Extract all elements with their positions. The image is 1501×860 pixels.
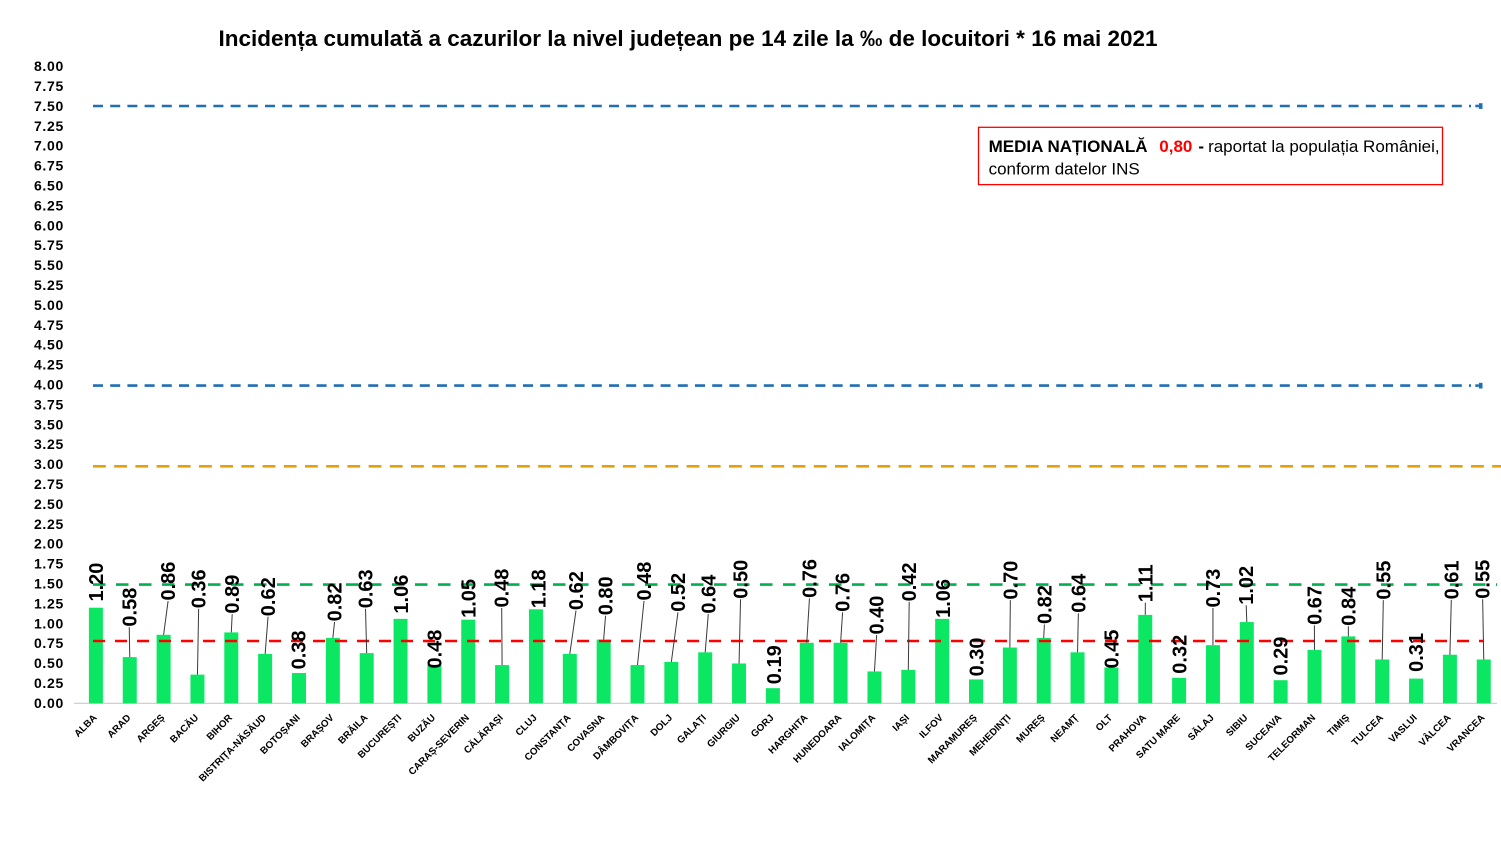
svg-text:0.80: 0.80 xyxy=(596,576,618,615)
svg-text:0.82: 0.82 xyxy=(325,582,347,621)
svg-text:0.36: 0.36 xyxy=(189,569,211,608)
svg-text:0.76: 0.76 xyxy=(799,559,821,598)
svg-text:conform datelor INS: conform datelor INS xyxy=(989,160,1140,179)
svg-text:0.89: 0.89 xyxy=(222,575,244,614)
svg-text:0.52: 0.52 xyxy=(668,573,690,612)
svg-text:0.30: 0.30 xyxy=(966,637,988,676)
svg-text:4.00: 4.00 xyxy=(34,377,64,393)
svg-text:1.06: 1.06 xyxy=(391,575,413,614)
svg-text:0.55: 0.55 xyxy=(1473,560,1495,599)
svg-text:5.25: 5.25 xyxy=(34,277,64,293)
svg-text:7.50: 7.50 xyxy=(34,98,64,114)
svg-text:0.38: 0.38 xyxy=(288,630,310,669)
svg-text:0.55: 0.55 xyxy=(1373,561,1395,600)
svg-text:Incidența cumulată a cazurilor: Incidența cumulată a cazurilor la nivel … xyxy=(218,26,1157,51)
svg-text:0.82: 0.82 xyxy=(1034,585,1056,624)
svg-text:0.25: 0.25 xyxy=(34,675,64,691)
svg-text:1.00: 1.00 xyxy=(34,615,64,631)
svg-text:0.62: 0.62 xyxy=(566,571,588,610)
svg-text:0.62: 0.62 xyxy=(258,577,280,616)
svg-text:6.75: 6.75 xyxy=(34,158,64,174)
svg-text:4.50: 4.50 xyxy=(34,337,64,353)
svg-text:1.20: 1.20 xyxy=(86,563,108,602)
svg-text:3.50: 3.50 xyxy=(34,416,64,432)
svg-text:0.61: 0.61 xyxy=(1441,560,1463,599)
svg-text:3.25: 3.25 xyxy=(34,436,64,452)
svg-text:0.50: 0.50 xyxy=(731,560,753,599)
svg-text:0.75: 0.75 xyxy=(34,635,64,651)
svg-text:5.50: 5.50 xyxy=(34,257,64,273)
svg-text:6.25: 6.25 xyxy=(34,197,64,213)
svg-text:1.02: 1.02 xyxy=(1236,566,1258,605)
svg-text:0.63: 0.63 xyxy=(356,569,378,608)
svg-text:0.67: 0.67 xyxy=(1304,586,1326,625)
svg-text:0.70: 0.70 xyxy=(1000,561,1022,600)
svg-text:1.25: 1.25 xyxy=(34,595,64,611)
svg-text:6.50: 6.50 xyxy=(34,178,64,194)
svg-text:0.42: 0.42 xyxy=(899,562,921,601)
svg-text:7.25: 7.25 xyxy=(34,118,64,134)
svg-text:MEDIA NAȚIONALĂ 0,80-raportat: MEDIA NAȚIONALĂ 0,80- raportat la populaț… xyxy=(989,137,1440,156)
svg-text:0.76: 0.76 xyxy=(833,573,855,612)
svg-text:0.64: 0.64 xyxy=(1068,573,1090,613)
svg-text:0.86: 0.86 xyxy=(158,562,180,601)
svg-text:0.73: 0.73 xyxy=(1203,569,1225,608)
svg-text:5.75: 5.75 xyxy=(34,237,64,253)
svg-text:0.50: 0.50 xyxy=(34,655,64,671)
svg-text:2.75: 2.75 xyxy=(34,476,64,492)
svg-text:4.75: 4.75 xyxy=(34,317,64,333)
svg-text:6.00: 6.00 xyxy=(34,217,64,233)
svg-text:0.32: 0.32 xyxy=(1169,635,1191,674)
svg-text:2.50: 2.50 xyxy=(34,496,64,512)
svg-text:7.75: 7.75 xyxy=(34,78,64,94)
svg-text:5.00: 5.00 xyxy=(34,297,64,313)
svg-text:0.48: 0.48 xyxy=(634,562,656,601)
svg-text:0.29: 0.29 xyxy=(1270,637,1292,676)
svg-text:0.48: 0.48 xyxy=(424,630,446,669)
svg-text:0.64: 0.64 xyxy=(698,574,720,614)
svg-text:2.25: 2.25 xyxy=(34,516,64,532)
svg-text:7.00: 7.00 xyxy=(34,138,64,154)
svg-text:0.48: 0.48 xyxy=(492,569,514,608)
svg-text:8.00: 8.00 xyxy=(34,58,64,74)
svg-text:0.45: 0.45 xyxy=(1101,630,1123,669)
svg-text:0.19: 0.19 xyxy=(764,645,786,684)
svg-text:1.05: 1.05 xyxy=(458,579,480,618)
svg-text:0.58: 0.58 xyxy=(119,588,141,627)
svg-text:4.25: 4.25 xyxy=(34,357,64,373)
svg-text:2.00: 2.00 xyxy=(34,536,64,552)
svg-text:1.18: 1.18 xyxy=(528,569,550,608)
svg-text:0.31: 0.31 xyxy=(1406,633,1428,672)
svg-text:0.40: 0.40 xyxy=(867,596,889,635)
svg-text:1.06: 1.06 xyxy=(933,579,955,618)
svg-text:3.75: 3.75 xyxy=(34,396,64,412)
svg-text:1.50: 1.50 xyxy=(34,576,64,592)
svg-text:1.11: 1.11 xyxy=(1135,564,1157,602)
svg-text:0.84: 0.84 xyxy=(1338,586,1360,626)
svg-text:3.00: 3.00 xyxy=(34,456,64,472)
svg-text:1.75: 1.75 xyxy=(34,556,64,572)
svg-text:0.00: 0.00 xyxy=(34,695,64,711)
